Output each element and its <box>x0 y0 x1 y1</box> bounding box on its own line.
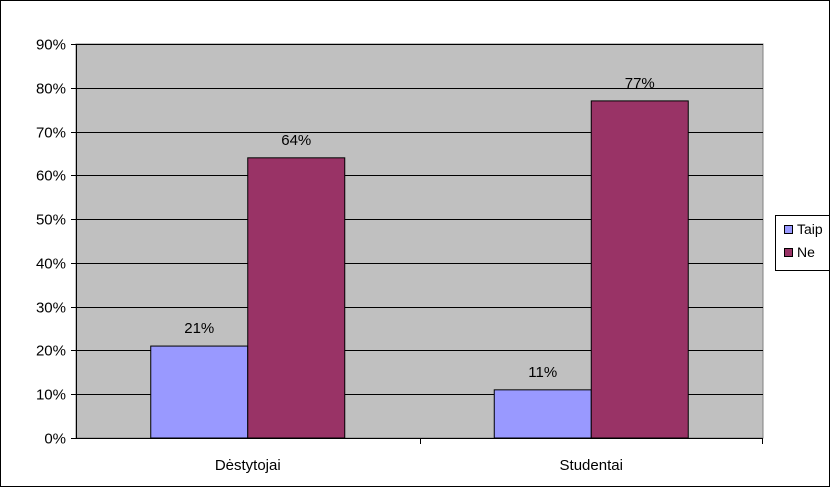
y-tick-label: 20% <box>36 343 66 360</box>
x-tick-label: Dėstytojai <box>215 457 281 474</box>
y-tick-label: 0% <box>44 431 66 448</box>
legend-swatch-taip <box>784 225 793 234</box>
data-label: 77% <box>625 75 655 92</box>
bar-taip-0 <box>150 345 249 439</box>
y-tick-label: 50% <box>36 212 66 229</box>
data-label: 64% <box>281 132 311 149</box>
y-tick-label: 90% <box>36 37 66 54</box>
legend-box <box>775 215 829 271</box>
y-tick-label: 10% <box>36 387 66 404</box>
y-tick-label: 70% <box>36 125 66 142</box>
bar-ne-1 <box>590 100 689 439</box>
data-label: 11% <box>528 364 557 381</box>
legend-label-ne: Ne <box>797 244 815 260</box>
legend: Taip Ne <box>775 215 829 271</box>
bar-taip-1 <box>493 389 592 439</box>
bar-ne-0 <box>247 157 346 439</box>
legend-label-taip: Taip <box>797 221 823 237</box>
y-tick-label: 30% <box>36 300 66 317</box>
y-tick-label: 60% <box>36 168 66 185</box>
legend-swatch-ne <box>784 248 793 257</box>
y-tick-label: 80% <box>36 81 66 98</box>
x-tick-label: Studentai <box>560 457 623 474</box>
data-label: 21% <box>184 320 214 337</box>
y-tick-label: 40% <box>36 256 66 273</box>
